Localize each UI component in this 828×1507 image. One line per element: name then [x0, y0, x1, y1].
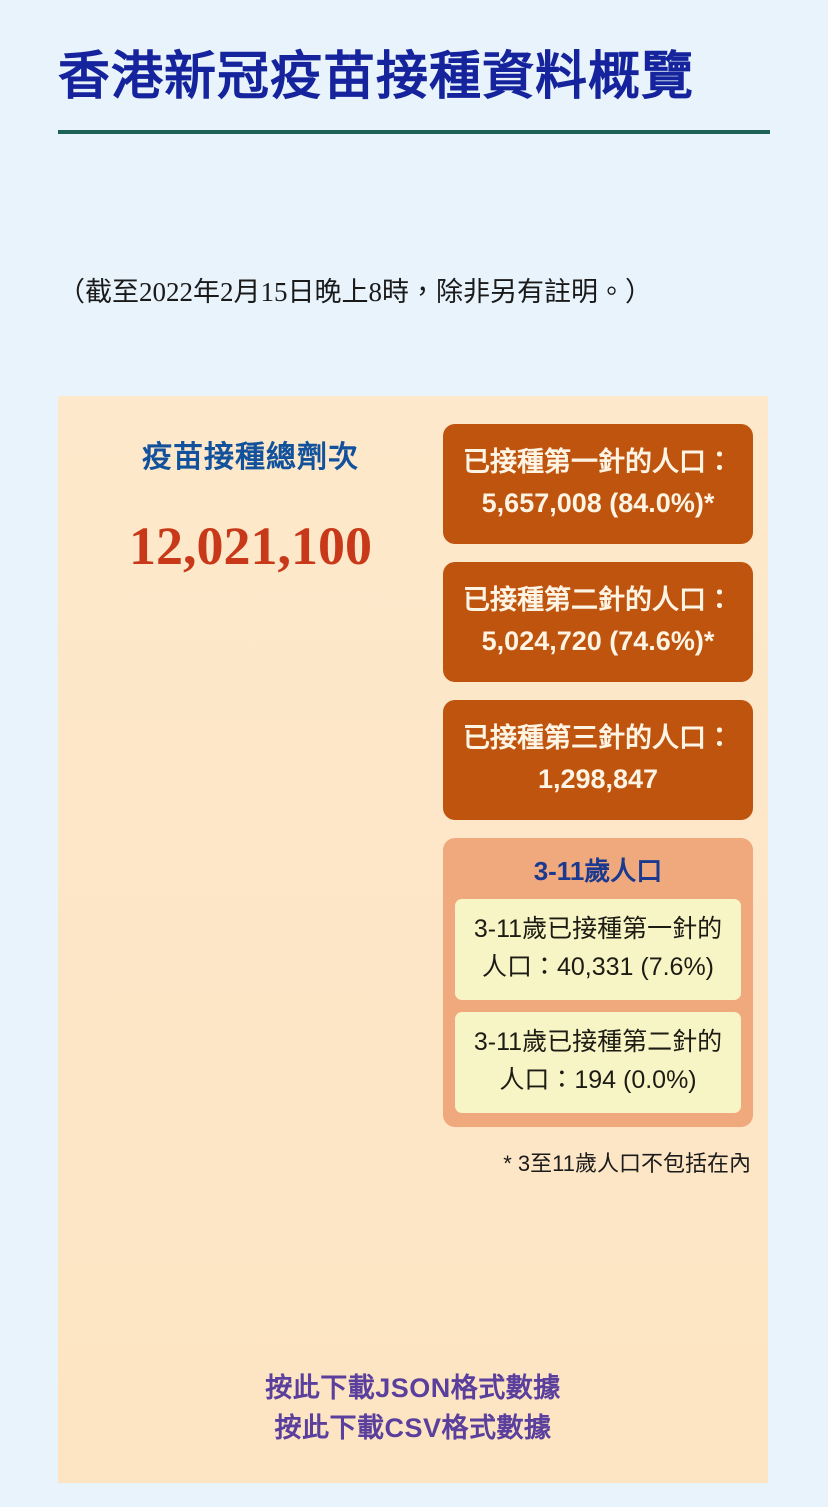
page-header: 香港新冠疫苗接種資料概覽: [58, 46, 770, 135]
footnote: * 3至11歲人口不包括在內: [503, 1151, 751, 1177]
dose-card-third: 已接種第三針的人口：1,298,847: [443, 700, 753, 821]
page-subtitle: （截至2022年2月15日晚上8時，除非另有註明。）: [58, 277, 652, 307]
dose-cards-column: 已接種第一針的人口：5,657,008 (84.0%)* 已接種第二針的人口：5…: [443, 424, 753, 1180]
page-title: 香港新冠疫苗接種資料概覽: [58, 48, 695, 106]
dose-card-second: 已接種第二針的人口：5,024,720 (74.6%)*: [443, 562, 753, 683]
dose-card-first: 已接種第一針的人口：5,657,008 (84.0%)*: [443, 424, 753, 545]
download-csv-link[interactable]: 按此下載CSV格式數據: [274, 1413, 552, 1444]
child-dose-card-first: 3-11歲已接種第一針的人口：40,331 (7.6%): [455, 899, 741, 1001]
total-doses-label: 疫苗接種總劑次: [142, 441, 359, 474]
child-dose-card-second: 3-11歲已接種第二針的人口：194 (0.0%): [455, 1012, 741, 1114]
download-json-link[interactable]: 按此下載JSON格式數據: [265, 1373, 561, 1404]
title-divider: [58, 130, 770, 135]
child-age-group-panel: 3-11歲人口 3-11歲已接種第一針的人口：40,331 (7.6%) 3-1…: [443, 838, 753, 1128]
total-doses-value: 12,021,100: [129, 516, 372, 576]
child-age-group-title: 3-11歲人口: [533, 856, 663, 887]
download-links: 按此下載JSON格式數據 按此下載CSV格式數據: [58, 1369, 768, 1449]
total-doses-block: 疫苗接種總劑次 12,021,100: [58, 438, 443, 577]
stats-panel: 疫苗接種總劑次 12,021,100 已接種第一針的人口：5,657,008 (…: [58, 396, 768, 1483]
